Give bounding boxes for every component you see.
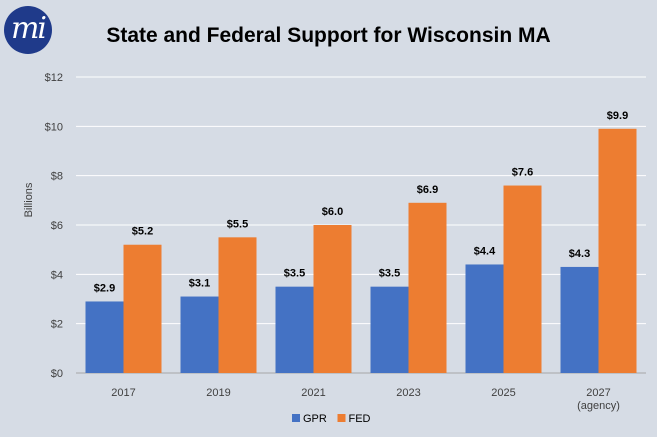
legend-swatch-gpr (292, 414, 300, 422)
y-tick-label: $2 (51, 319, 63, 331)
bar-fed (313, 225, 352, 373)
logo-text: mi (10, 10, 47, 46)
data-label: $7.6 (512, 167, 533, 179)
bar-fed (218, 237, 257, 373)
data-label: $5.2 (132, 226, 153, 238)
y-tick-label: $0 (51, 368, 63, 380)
x-tick-label: 2027 (586, 387, 610, 399)
bar-gpr (560, 266, 599, 373)
data-label: $3.1 (189, 278, 210, 290)
data-label: $6.9 (417, 184, 438, 196)
bar-gpr (180, 296, 219, 373)
y-tick-label: $12 (45, 72, 63, 84)
x-tick-label: 2021 (301, 387, 325, 399)
y-tick-label: $8 (51, 171, 63, 183)
x-tick-label: 2019 (206, 387, 230, 399)
y-tick-label: $4 (51, 269, 63, 281)
x-tick-label: 2017 (111, 387, 135, 399)
bar-gpr (275, 286, 314, 373)
data-label: $4.4 (474, 245, 496, 257)
chart-title: State and Federal Support for Wisconsin … (106, 24, 551, 47)
bar-gpr (370, 286, 409, 373)
legend-label-gpr: GPR (303, 413, 327, 425)
bar-fed (123, 244, 162, 373)
bar-fed (598, 128, 637, 373)
bar-gpr (85, 301, 124, 373)
data-label: $4.3 (569, 248, 590, 260)
data-label: $9.9 (607, 110, 628, 122)
y-axis-label: Billions (23, 182, 35, 217)
data-label: $6.0 (322, 206, 343, 218)
y-tick-label: $6 (51, 220, 63, 232)
legend-label-fed: FED (349, 413, 371, 425)
y-tick-label: $10 (45, 121, 63, 133)
data-label: $3.5 (379, 268, 400, 280)
data-label: $3.5 (284, 268, 305, 280)
x-tick-label: (agency) (577, 400, 620, 412)
bar-fed (503, 185, 542, 373)
legend-swatch-fed (337, 414, 346, 422)
bar-fed (408, 202, 447, 373)
x-tick-label: 2023 (396, 387, 420, 399)
data-label: $2.9 (94, 282, 115, 294)
x-tick-label: 2025 (491, 387, 515, 399)
data-label: $5.5 (227, 218, 248, 230)
bar-gpr (465, 264, 504, 373)
logo: mi (4, 6, 52, 54)
